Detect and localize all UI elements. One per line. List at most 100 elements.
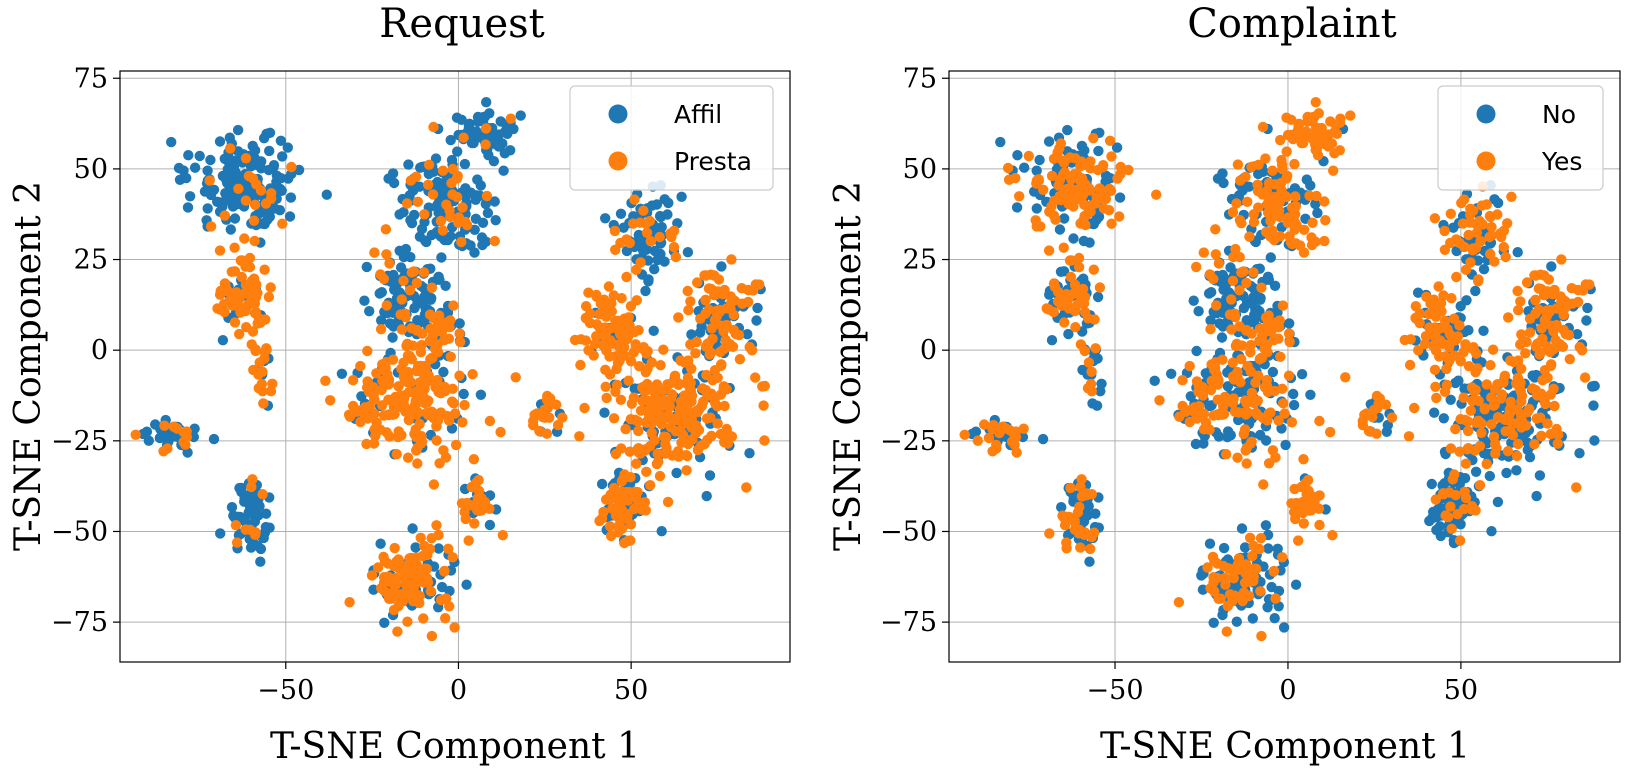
- scatter-point-yes: [1279, 408, 1290, 419]
- scatter-point-yes: [1319, 235, 1330, 247]
- scatter-point-yes: [1268, 565, 1280, 577]
- scatter-point-presta: [725, 303, 736, 315]
- scatter-point-no: [1486, 526, 1497, 537]
- scatter-point-yes: [1420, 331, 1432, 342]
- scatter-point-yes: [1277, 552, 1288, 563]
- scatter-point-yes: [1504, 408, 1515, 420]
- scatter-point-presta: [393, 381, 404, 392]
- scatter-point-affil: [336, 368, 348, 379]
- scatter-point-yes: [1430, 494, 1442, 505]
- scatter-point-yes: [1474, 480, 1486, 491]
- scatter-point-yes: [1243, 590, 1255, 602]
- scatter-point-yes: [1088, 133, 1099, 144]
- scatter-point-presta: [681, 465, 692, 476]
- scatter-point-presta: [409, 387, 421, 399]
- scatter-point-presta: [591, 331, 602, 342]
- scatter-point-no: [1084, 556, 1095, 567]
- scatter-point-yes: [1450, 489, 1461, 501]
- scatter-point-no: [1205, 315, 1216, 326]
- scatter-point-yes: [1283, 328, 1295, 339]
- scatter-point-no: [1461, 295, 1472, 306]
- scatter-point-presta: [437, 225, 449, 236]
- scatter-point-yes: [1177, 375, 1188, 386]
- scatter-point-presta: [375, 324, 387, 335]
- scatter-point-presta: [451, 173, 463, 184]
- scatter-point-affil: [387, 168, 399, 179]
- scatter-point-presta: [251, 179, 262, 190]
- scatter-point-presta: [552, 419, 564, 431]
- scatter-point-yes: [1325, 426, 1336, 438]
- scatter-point-no: [1255, 429, 1266, 441]
- scatter-point-presta: [383, 394, 394, 405]
- scatter-point-affil: [409, 209, 420, 221]
- scatter-point-yes: [1469, 386, 1480, 397]
- scatter-point-affil: [637, 245, 649, 256]
- scatter-point-no: [1222, 431, 1233, 443]
- scatter-point-presta: [447, 552, 458, 563]
- scatter-point-no: [1029, 186, 1040, 197]
- scatter-point-presta: [257, 386, 268, 397]
- scatter-point-presta: [489, 235, 500, 247]
- scatter-point-no: [1263, 543, 1274, 554]
- scatter-point-yes: [1115, 161, 1126, 173]
- scatter-point-yes: [1240, 445, 1251, 456]
- scatter-point-no: [1191, 345, 1202, 357]
- scatter-point-presta: [412, 458, 423, 469]
- scatter-point-no: [1588, 400, 1599, 411]
- scatter-point-yes: [1210, 357, 1221, 368]
- scatter-point-yes: [1515, 296, 1526, 307]
- scatter-point-yes: [1311, 190, 1322, 202]
- scatter-point-yes: [1046, 170, 1058, 182]
- scatter-point-yes: [1445, 443, 1457, 454]
- scatter-point-presta: [231, 537, 243, 548]
- scatter-point-no: [1231, 616, 1243, 627]
- scatter-point-yes: [1451, 271, 1462, 283]
- scatter-point-yes: [1080, 184, 1092, 196]
- scatter-point-presta: [619, 321, 631, 333]
- scatter-point-yes: [1230, 340, 1242, 352]
- scatter-point-presta: [449, 622, 460, 633]
- scatter-point-presta: [467, 369, 478, 380]
- scatter-point-presta: [401, 198, 413, 209]
- scatter-point-presta: [604, 351, 615, 362]
- scatter-point-presta: [642, 363, 653, 374]
- scatter-point-yes: [1500, 251, 1511, 263]
- scatter-point-no: [1253, 168, 1264, 180]
- scatter-point-yes: [1206, 375, 1218, 386]
- scatter-point-presta: [391, 449, 402, 460]
- scatter-point-presta: [366, 570, 378, 581]
- scatter-point-presta: [629, 194, 640, 205]
- scatter-point-affil: [228, 162, 240, 173]
- scatter-point-presta: [624, 446, 635, 457]
- scatter-point-affil: [742, 329, 753, 340]
- scatter-point-no: [1114, 192, 1126, 203]
- scatter-point-no: [1455, 519, 1466, 530]
- y-tick-label: −25: [880, 426, 937, 457]
- scatter-point-no: [1188, 295, 1199, 306]
- scatter-point-presta: [454, 370, 465, 381]
- scatter-point-presta: [629, 503, 640, 515]
- scatter-point-affil: [600, 213, 611, 224]
- scatter-point-yes: [983, 432, 995, 444]
- scatter-point-presta: [402, 452, 414, 463]
- scatter-point-presta: [698, 396, 709, 407]
- legend-marker-presta: [608, 151, 628, 171]
- scatter-point-yes: [1467, 245, 1479, 256]
- scatter-point-yes: [1290, 191, 1301, 202]
- scatter-point-yes: [1256, 630, 1267, 642]
- scatter-point-yes: [1454, 446, 1465, 457]
- scatter-point-yes: [1571, 482, 1582, 493]
- scatter-point-presta: [600, 381, 611, 392]
- scatter-point-yes: [1458, 503, 1470, 515]
- scatter-point-no: [1204, 400, 1215, 412]
- scatter-point-presta: [250, 344, 261, 355]
- scatter-point-affil: [469, 224, 480, 235]
- scatter-point-affil: [751, 315, 762, 326]
- scatter-point-presta: [372, 562, 384, 573]
- scatter-point-yes: [1548, 326, 1559, 337]
- scatter-point-no: [1031, 203, 1043, 214]
- scatter-point-yes: [1260, 153, 1271, 164]
- scatter-point-presta: [457, 417, 468, 428]
- scatter-point-presta: [371, 368, 382, 379]
- scatter-point-presta: [616, 486, 627, 497]
